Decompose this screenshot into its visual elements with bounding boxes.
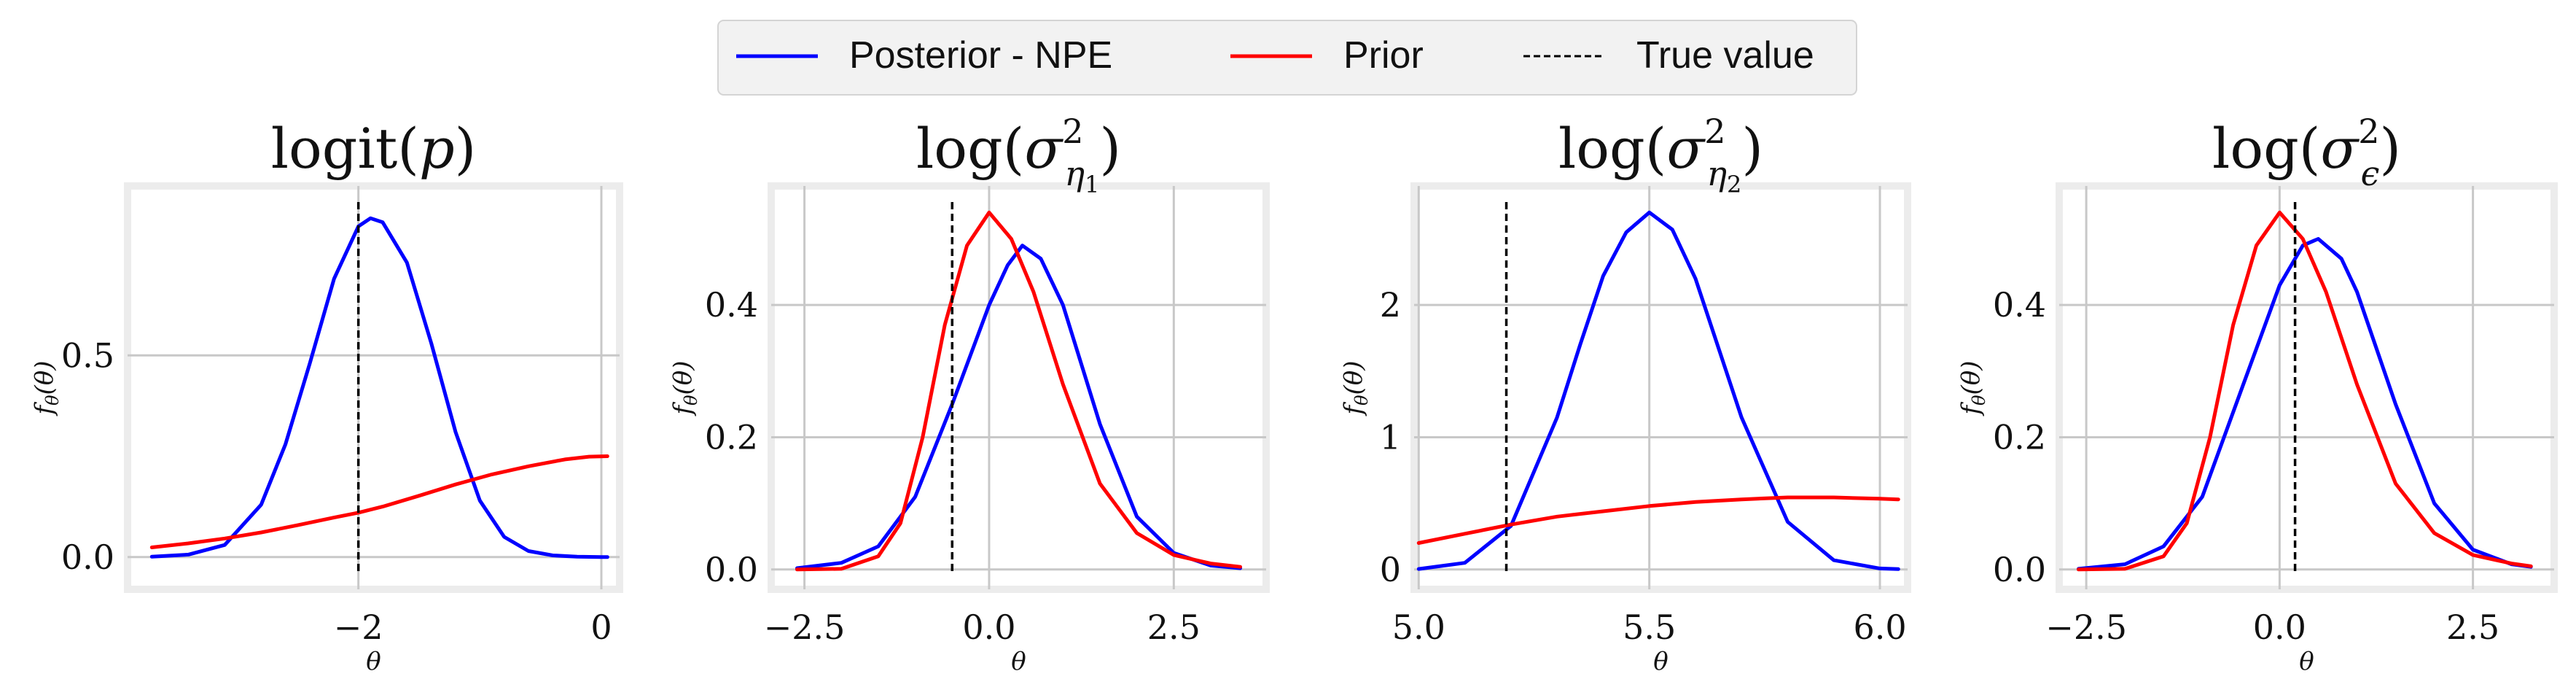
chart-panel: −2 0 0.0 0.5 logit(p) θ fθ(θ) (30, 116, 623, 676)
chart-panel: −2.5 0.0 2.5 0.0 0.2 0.4 log(σ2 ϵ) θ fθ(θ) (1956, 112, 2558, 676)
y-tick-label: 2 (1380, 285, 1401, 325)
plot-frame (1410, 182, 1911, 593)
y-tick-label: 0.2 (705, 417, 758, 457)
legend: Posterior - NPE Prior True value (717, 20, 1857, 96)
x-tick-label: 2.5 (1147, 608, 1201, 647)
y-tick-label: 0.4 (1993, 285, 2046, 325)
x-tick-label: 5.0 (1392, 608, 1445, 647)
legend-label: Posterior - NPE (849, 34, 1112, 77)
prior-line (1416, 495, 1900, 545)
x-tick-label: 0.0 (2253, 608, 2306, 647)
legend-entry: Posterior - NPE (736, 34, 1112, 77)
posterior-line (149, 216, 609, 559)
x-tick-label: 0 (590, 608, 612, 647)
x-tick-label: 0.0 (962, 608, 1015, 647)
x-tick-label: 5.5 (1623, 608, 1676, 647)
y-axis-label: fθ(θ) (1339, 360, 1372, 416)
prior-line (2077, 210, 2533, 572)
y-tick-label: 1 (1380, 417, 1401, 457)
panel-title: log(σ2 η2) (1558, 112, 1763, 198)
x-tick-label: −2 (334, 608, 383, 647)
x-tick-label: 6.0 (1853, 608, 1906, 647)
y-tick-label: 0.2 (1993, 417, 2046, 457)
legend-entry: True value (1523, 34, 1814, 77)
x-tick-label: −2.5 (2045, 608, 2127, 647)
plot-frame (768, 182, 1270, 593)
x-tick-label: −2.5 (764, 608, 846, 647)
y-tick-label: 0.0 (705, 550, 758, 589)
y-tick-label: 0.0 (61, 538, 114, 577)
y-tick-label: 0.5 (61, 336, 114, 375)
prior-line (795, 210, 1242, 572)
x-axis-label: θ (1011, 647, 1026, 676)
legend-label: True value (1636, 34, 1814, 77)
x-tick-label: 2.5 (2446, 608, 2499, 647)
legend-label: Prior (1343, 34, 1424, 77)
panel-title: logit(p) (271, 116, 477, 181)
posterior-line (2077, 237, 2533, 571)
plot-frame (2056, 182, 2558, 593)
y-tick-label: 0.4 (705, 285, 758, 325)
plot-frame (124, 182, 623, 593)
y-axis-label: fθ(θ) (668, 360, 701, 416)
y-tick-label: 0.0 (1993, 550, 2046, 589)
panel-title: log(σ2 η1) (916, 112, 1121, 198)
posterior-line (1416, 210, 1900, 571)
legend-entry: Prior (1230, 34, 1424, 77)
x-axis-label: θ (1653, 647, 1668, 676)
panel-title: log(σ2 ϵ) (2212, 112, 2401, 193)
y-tick-label: 0 (1380, 550, 1401, 589)
x-axis-label: θ (2299, 647, 2314, 676)
y-axis-label: fθ(θ) (30, 360, 63, 416)
y-axis-label: fθ(θ) (1956, 360, 1989, 416)
chart-panel: 5.0 5.5 6.0 0 1 2 log(σ2 η2) θ fθ(θ) (1339, 112, 1911, 676)
x-axis-label: θ (366, 647, 380, 676)
prior-line (149, 454, 609, 549)
posterior-line (795, 244, 1242, 570)
